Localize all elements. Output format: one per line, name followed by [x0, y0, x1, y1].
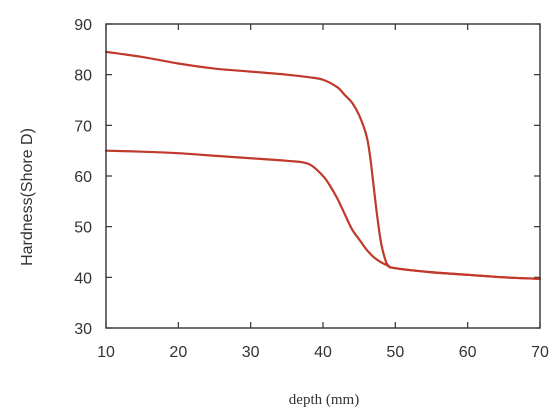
y-tick-label-70: 70 — [74, 118, 92, 135]
x-tick-label-50: 50 — [386, 344, 404, 361]
y-tick-label-80: 80 — [74, 68, 92, 85]
x-tick-label-30: 30 — [242, 344, 260, 361]
x-tick-label-40: 40 — [314, 344, 332, 361]
x-axis-label: depth (mm) — [289, 392, 359, 408]
y-tick-label-40: 40 — [74, 270, 92, 287]
y-tick-label-90: 90 — [74, 17, 92, 34]
y-tick-label-60: 60 — [74, 169, 92, 186]
x-tick-label-70: 70 — [531, 344, 549, 361]
x-tick-label-10: 10 — [97, 344, 115, 361]
y-axis-label: Hardness(Shore D) — [19, 128, 36, 266]
y-tick-label-30: 30 — [74, 321, 92, 338]
tick-labels-layer: 10 20 30 40 50 60 70 30 40 50 60 70 80 90 — [74, 17, 549, 361]
x-tick-label-60: 60 — [459, 344, 477, 361]
series-line-1 — [104, 50, 542, 280]
series-layer — [104, 50, 542, 280]
y-tick-label-50: 50 — [74, 220, 92, 237]
plot-frame — [105, 23, 541, 329]
x-tick-label-20: 20 — [169, 344, 187, 361]
series-line-2 — [104, 149, 542, 280]
